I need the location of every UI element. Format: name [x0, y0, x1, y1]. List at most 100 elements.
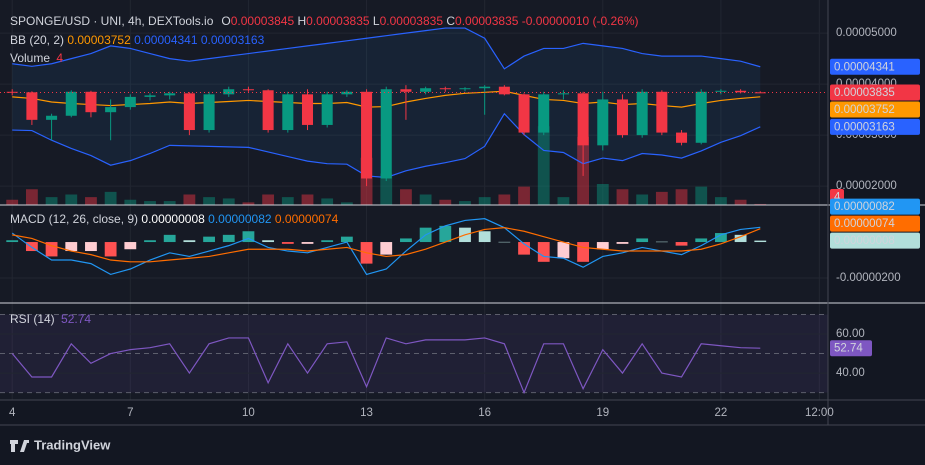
candle-body [65, 91, 77, 116]
macd-hist-bar [340, 236, 353, 243]
y-tick-label: 0.00002000 [836, 180, 897, 192]
candle-body [616, 99, 628, 136]
ohlc-key: H [297, 14, 306, 28]
candle-body [164, 93, 176, 96]
bb-title: BB (20, 2) [10, 33, 64, 47]
candle-body [695, 91, 707, 143]
volume-bar [104, 191, 117, 205]
rsi-legend: RSI (14) 52.74 [10, 312, 91, 326]
macd-hist-bar [380, 242, 393, 255]
candle-body [538, 94, 550, 133]
volume-bar [262, 194, 275, 205]
macd-hist-bar [183, 240, 196, 243]
macd-tag-bg [830, 198, 920, 215]
macd-hist-bar [655, 241, 668, 243]
x-tick-label: 22 [715, 407, 728, 419]
macd-hist-bar [25, 242, 38, 252]
macd-legend: MACD (12, 26, close, 9) 0.00000008 0.000… [10, 212, 339, 226]
ohlc-value: 0.00003835 [306, 14, 370, 28]
y-tick-label: 60.00 [836, 328, 865, 340]
candle-body [26, 92, 38, 120]
ohlc-value: 0.00003835 [380, 14, 444, 28]
x-tick-label: 13 [360, 407, 373, 419]
y-tick-label: 0.00005000 [836, 27, 897, 39]
axes: 4 7 10 13 16 19 22 12:000.000050000.000040000.0… [9, 27, 920, 419]
volume-bar [183, 194, 196, 205]
volume-bar [498, 194, 511, 205]
macd-tag: 0.00000082 [834, 201, 895, 213]
rsi-tag: 52.74 [834, 343, 863, 355]
macd-hist-bar [715, 233, 727, 243]
candle-body [341, 91, 353, 95]
bb-upper-tag-bg [830, 58, 920, 75]
volume-bar [754, 203, 767, 205]
volume-bar [400, 189, 412, 205]
candle-body [420, 88, 432, 92]
volume-bar [439, 199, 452, 205]
volume-bar [478, 197, 491, 205]
candle-body [183, 93, 195, 131]
bb-lower-value: 0.00003163 [201, 33, 265, 47]
volume-bar [124, 199, 137, 205]
logo-text: TradingView [34, 437, 111, 452]
ohlc-key: O [221, 14, 230, 28]
volume-bar [419, 194, 432, 205]
volume-bar [6, 199, 19, 205]
volume-bar [537, 126, 550, 205]
candle-body [380, 89, 392, 179]
signal-tag: 0.00000074 [834, 218, 895, 230]
macd-hist-bar [85, 242, 97, 252]
volume-bar [340, 202, 353, 205]
volume-value: 4 [56, 51, 63, 65]
macd-hist-bar [400, 238, 412, 243]
macd-hist-bar [734, 234, 747, 243]
volume-bar [695, 186, 708, 205]
bb-lower-tag-bg [830, 118, 920, 135]
volume-bar [25, 189, 38, 205]
macd-hist-bar [478, 231, 491, 243]
macd-hist-tag: 0.00000008 [834, 235, 895, 247]
volume-bar [222, 198, 235, 205]
macd-hist-bar [65, 242, 78, 252]
rsi-title: RSI (14) [10, 312, 55, 326]
volume-bar [616, 189, 629, 205]
bb-basis-value: 0.00003752 [67, 33, 131, 47]
volume-bar [45, 197, 58, 205]
candle-body [459, 88, 471, 90]
macd-hist-bar [45, 242, 58, 257]
last-price-tag-bg [830, 84, 920, 101]
macd-hist-bar [695, 238, 708, 243]
volume-bar [281, 197, 294, 205]
change: -0.00000010 (-0.26%) [522, 14, 639, 28]
macd-hist-value: 0.00000008 [141, 212, 205, 226]
ohlc-value: 0.00003835 [455, 14, 519, 28]
macd-title: MACD (12, 26, close, 9) [10, 212, 138, 226]
ohlc-key: C [446, 14, 455, 28]
candle-body [597, 99, 609, 146]
volume-bar [65, 194, 78, 205]
volume-bar [675, 189, 688, 205]
macd-hist-bar [577, 242, 590, 262]
candle-body [242, 89, 254, 91]
macd-hist-bar [222, 234, 235, 243]
candle-body [656, 91, 668, 133]
candle-body [223, 89, 235, 95]
macd-hist-bar [675, 242, 688, 246]
volume-bar [557, 197, 570, 205]
candle-body [439, 88, 451, 90]
macd-hist-bar [518, 242, 530, 255]
macd-hist-tag-bg [830, 232, 920, 249]
candle-body [735, 90, 747, 93]
macd-hist-bar [203, 236, 215, 243]
volume-bar [459, 201, 471, 205]
bb-legend: BB (20, 2) 0.00003752 0.00004341 0.00003… [10, 33, 265, 47]
ohlc-value: 0.00003845 [231, 14, 295, 28]
volume-bar [163, 201, 176, 205]
x-tick-label: 7 [127, 407, 133, 419]
signal-line [12, 227, 761, 263]
volume-title: Volume [10, 51, 50, 65]
macd-hist-bar [498, 241, 511, 243]
bb-basis-tag: 0.00003752 [834, 104, 895, 116]
candle-body [105, 107, 117, 113]
